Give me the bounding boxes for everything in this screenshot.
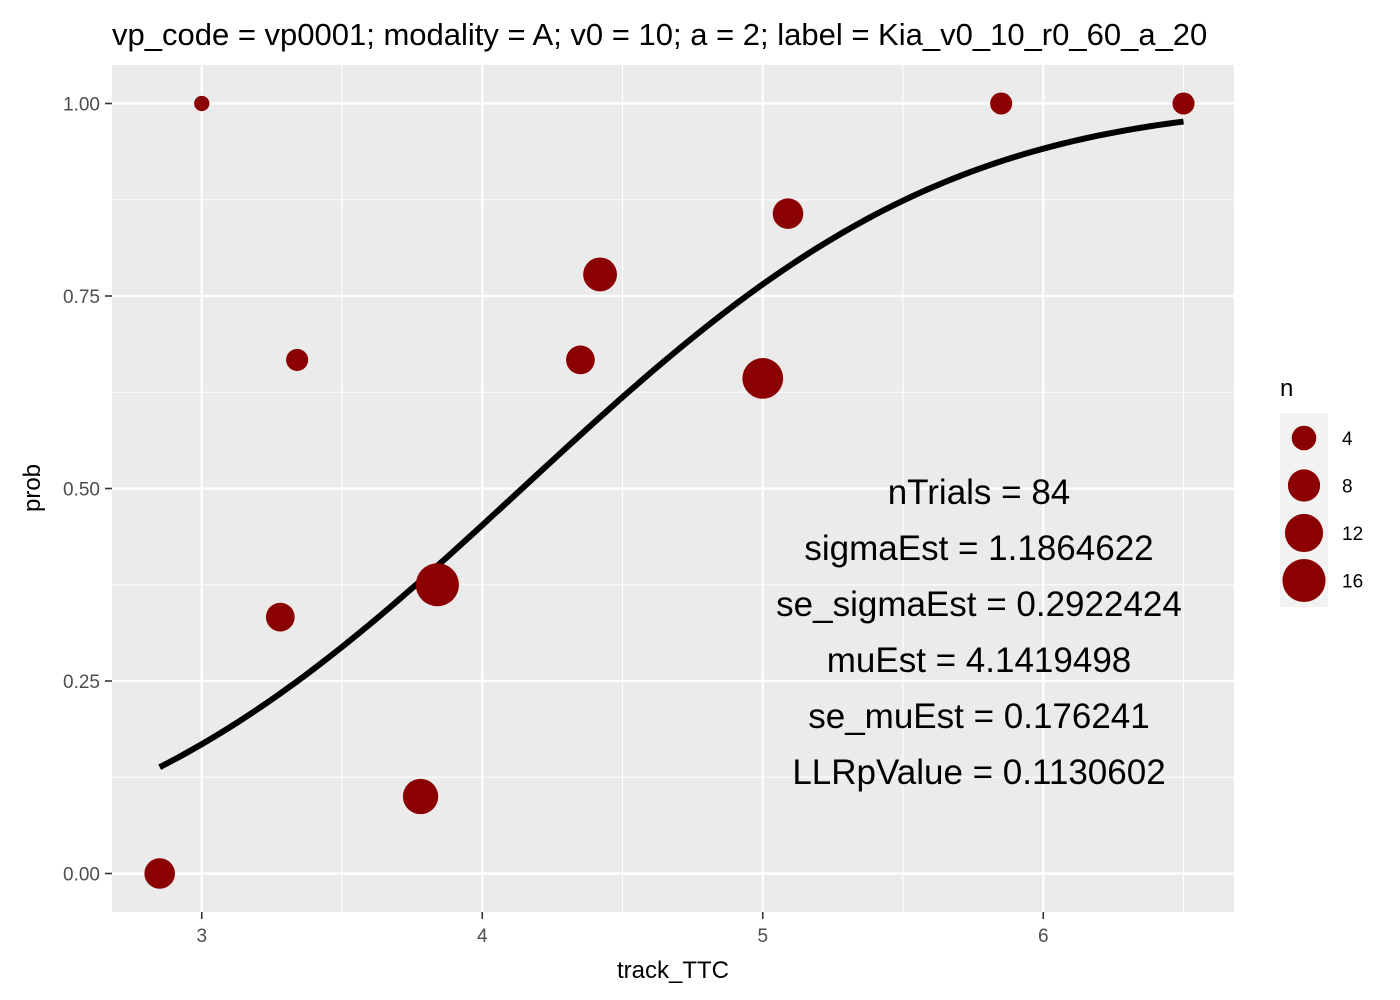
data-point xyxy=(742,358,784,399)
data-point xyxy=(772,198,804,229)
data-point xyxy=(415,563,459,607)
x-tick-label: 5 xyxy=(757,926,768,947)
points-layer xyxy=(144,92,1195,889)
data-point xyxy=(583,257,617,292)
x-tick-label: 3 xyxy=(196,926,207,947)
major-gridlines xyxy=(112,65,1234,912)
x-axis-title: track_TTC xyxy=(617,957,729,984)
y-tick-label: 0.00 xyxy=(63,865,100,886)
legend-label: 4 xyxy=(1342,429,1353,450)
y-tick-label: 0.25 xyxy=(63,672,100,693)
legend-key xyxy=(1282,558,1326,603)
y-axis-ticks: 0.00 0.25 0.50 0.75 1.00 xyxy=(63,95,112,886)
data-point xyxy=(286,348,309,371)
legend-label: 12 xyxy=(1342,524,1363,545)
annotation-line: muEst = 4.1419498 xyxy=(827,641,1132,680)
fit-curve xyxy=(158,118,1184,770)
y-tick-label: 0.50 xyxy=(63,480,100,501)
data-point xyxy=(402,778,439,815)
y-axis-title: prob xyxy=(19,464,46,512)
legend-key xyxy=(1284,513,1324,553)
data-point xyxy=(144,858,175,889)
y-tick-label: 1.00 xyxy=(63,95,100,116)
size-legend: n 4 8 12 16 xyxy=(1280,375,1363,607)
x-axis-ticks: 3 4 5 6 xyxy=(196,912,1049,947)
y-tick-label: 0.75 xyxy=(63,287,100,308)
legend-label: 16 xyxy=(1342,572,1363,593)
data-point xyxy=(566,345,595,375)
x-tick-label: 6 xyxy=(1038,926,1049,947)
legend-key xyxy=(1291,425,1317,451)
legend-key xyxy=(1287,469,1321,502)
legend-entries: 4 8 12 16 xyxy=(1282,425,1363,603)
annotation-line: nTrials = 84 xyxy=(888,473,1071,512)
fit-layer xyxy=(158,118,1184,770)
annotation-line: sigmaEst = 1.1864622 xyxy=(804,529,1153,568)
data-point xyxy=(990,92,1013,115)
legend-label: 8 xyxy=(1342,477,1353,498)
data-point xyxy=(194,95,210,112)
annotation-block: nTrials = 84 sigmaEst = 1.1864622 se_sigma… xyxy=(776,473,1182,792)
legend-title: n xyxy=(1280,375,1293,402)
annotation-line: se_muEst = 0.176241 xyxy=(808,697,1150,736)
annotation-line: LLRpValue = 0.1130602 xyxy=(792,753,1165,792)
data-point xyxy=(265,602,295,632)
x-tick-label: 4 xyxy=(477,926,488,947)
annotation-line: se_sigmaEst = 0.2922424 xyxy=(776,585,1182,624)
chart-title: vp_code = vp0001; modality = A; v0 = 10;… xyxy=(112,17,1207,52)
data-point xyxy=(1172,92,1195,115)
